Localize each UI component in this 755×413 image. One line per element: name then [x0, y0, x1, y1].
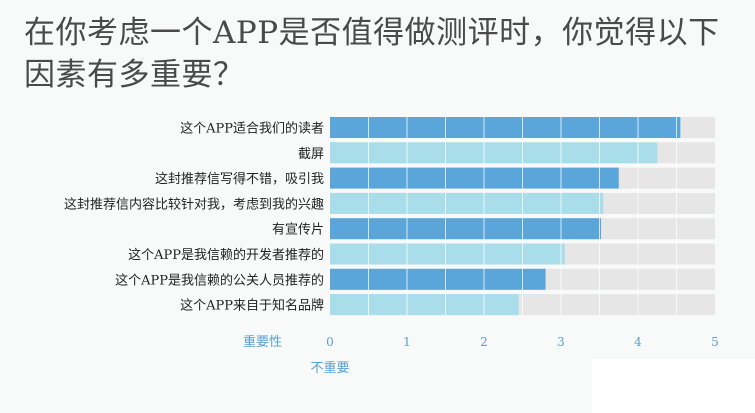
- x-tick-label: 3: [557, 335, 565, 349]
- bar: [330, 243, 565, 265]
- category-label: 这个APP来自于知名品牌: [180, 298, 324, 314]
- bar: [330, 167, 619, 189]
- bar: [330, 268, 546, 290]
- bar: [330, 218, 602, 240]
- x-tick-label: 5: [711, 335, 719, 349]
- x-tick-label: 2: [480, 335, 488, 349]
- category-label: 截屏: [298, 147, 324, 162]
- chart-title: 在你考虑一个APP是否值得做测评时，你觉得以下因素有多重要？: [24, 15, 720, 93]
- bar: [330, 142, 658, 164]
- bar: [330, 294, 519, 316]
- blank-corner: [592, 359, 755, 413]
- x-min-label: 不重要: [310, 360, 349, 376]
- category-label: 这个APP是我信赖的开发者推荐的: [128, 247, 324, 263]
- x-tick-label: 0: [326, 335, 334, 349]
- category-label: 这封推荐信写得不错，吸引我: [155, 171, 324, 187]
- bar: [330, 117, 681, 138]
- category-label: 有宣传片: [272, 222, 324, 238]
- category-label: 这个APP适合我们的读者: [180, 121, 324, 137]
- category-label: 这封推荐信内容比较针对我，考虑到我的兴趣: [64, 196, 324, 212]
- category-label: 这个APP是我信赖的公关人员推荐的: [115, 272, 324, 288]
- x-tick-label: 4: [634, 335, 642, 349]
- x-axis-label: 重要性: [243, 334, 282, 350]
- x-tick-label: 1: [403, 335, 411, 349]
- bar: [330, 192, 604, 214]
